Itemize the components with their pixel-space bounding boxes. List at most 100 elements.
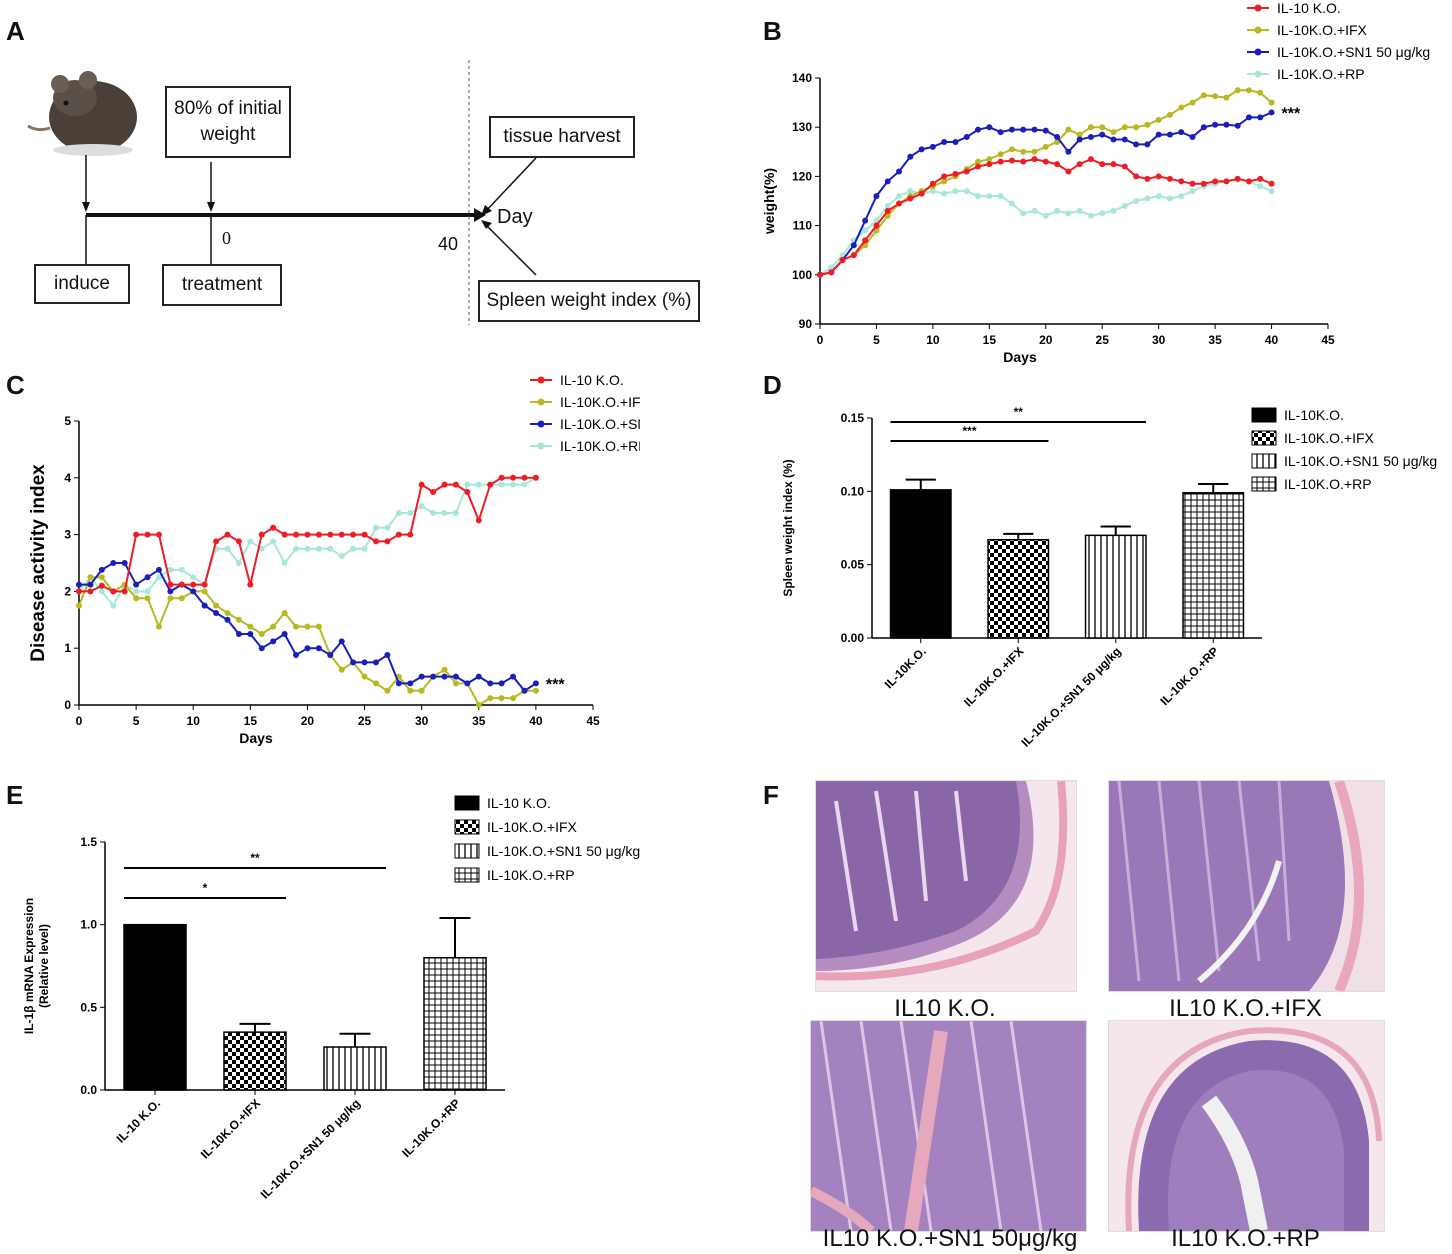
data-point — [247, 631, 254, 637]
data-point — [1099, 131, 1106, 138]
data-point — [407, 687, 414, 694]
legend-marker — [537, 376, 545, 384]
data-point — [1133, 124, 1140, 131]
legend-marker — [1254, 4, 1262, 12]
data-point — [338, 638, 345, 645]
histology-caption-1: IL10 K.O. — [894, 995, 996, 1022]
data-point — [407, 531, 414, 538]
data-point — [907, 188, 914, 195]
legend-swatch — [454, 843, 480, 859]
data-point — [361, 531, 368, 538]
y-tick-label: 90 — [799, 317, 813, 331]
data-point — [464, 489, 471, 495]
data-point — [896, 168, 903, 175]
data-point — [395, 680, 402, 687]
day-forty-label: 40 — [438, 234, 459, 254]
legend-label: IL-10K.O.+SN1 50 μg/kg — [1284, 453, 1437, 469]
data-point — [1054, 134, 1061, 141]
x-tick-label: 40 — [1265, 333, 1279, 347]
data-point — [475, 481, 482, 488]
data-point — [986, 124, 993, 131]
legend-label: IL-10K.O.+SN1 50 μg/kg — [487, 843, 640, 859]
spleen-index-box: Spleen weight index (%) — [478, 280, 700, 322]
data-point — [1189, 134, 1196, 141]
data-point — [178, 581, 185, 588]
legend-label: IL-10K.O.+IFX — [1284, 430, 1375, 446]
data-point — [327, 531, 334, 538]
x-tick-label: 5 — [873, 333, 880, 347]
data-point — [441, 510, 448, 517]
y-tick-label: 5 — [64, 414, 71, 428]
data-point — [1054, 161, 1061, 168]
data-point — [338, 666, 345, 673]
data-point — [98, 582, 105, 589]
data-point — [1155, 193, 1162, 200]
data-point — [293, 545, 300, 552]
data-point — [941, 190, 948, 197]
data-point — [1234, 87, 1241, 94]
bar — [423, 956, 487, 1091]
data-point — [167, 566, 174, 573]
data-point — [87, 581, 94, 588]
x-tick-label: 25 — [358, 714, 372, 728]
data-point — [997, 151, 1004, 158]
x-tick-label: 45 — [586, 714, 600, 728]
data-point — [430, 489, 437, 495]
data-point — [1020, 210, 1027, 217]
data-point — [1087, 212, 1094, 219]
panel-letter-f: F — [763, 780, 779, 810]
data-point — [907, 195, 914, 202]
legend-swatch — [454, 867, 480, 883]
data-point — [1031, 207, 1038, 214]
legend-label: IL-10 K.O. — [560, 372, 624, 388]
data-point — [1212, 178, 1219, 185]
data-point — [155, 566, 162, 573]
chart-e-il1b: 0.00.51.01.5IL-10 K.O. IL-10K.O.+IFXIL-10… — [22, 795, 640, 1202]
data-point — [270, 638, 277, 645]
x-axis-label: Days — [239, 730, 273, 746]
data-point — [1245, 114, 1252, 121]
data-point — [963, 168, 970, 175]
data-point — [498, 474, 505, 481]
data-point — [975, 126, 982, 133]
data-point — [213, 602, 220, 609]
data-point — [1042, 143, 1049, 150]
data-point — [1257, 89, 1264, 96]
data-point — [281, 531, 288, 538]
data-point — [98, 566, 105, 573]
y-tick-label: 100 — [792, 268, 812, 282]
bar — [889, 489, 952, 639]
data-point — [839, 257, 846, 264]
data-point — [1110, 136, 1117, 143]
x-tick-label: 20 — [301, 714, 315, 728]
legend-swatch — [454, 795, 480, 811]
y-axis-label: weight(%) — [762, 168, 777, 235]
data-point — [133, 595, 140, 602]
initial-weight-box: 80% of initial weight — [165, 86, 291, 158]
legend-label: IL-10K.O. — [1284, 407, 1344, 423]
data-point — [247, 538, 254, 545]
data-point — [372, 680, 379, 687]
data-point — [1065, 148, 1072, 155]
data-point — [1212, 121, 1219, 128]
series-line — [78, 476, 537, 608]
data-point — [121, 588, 128, 595]
data-point — [395, 510, 402, 517]
data-point — [1133, 198, 1140, 204]
data-point — [1065, 210, 1072, 217]
data-point — [1121, 124, 1128, 131]
data-point — [384, 524, 391, 531]
y-tick-label: 2 — [64, 584, 71, 598]
data-point — [452, 680, 459, 687]
x-axis-label: Days — [1003, 349, 1037, 365]
y-tick-label: 0 — [64, 698, 71, 712]
data-point — [372, 538, 379, 545]
data-point — [850, 252, 857, 259]
data-point — [155, 623, 162, 630]
y-tick-label: 110 — [793, 219, 813, 233]
data-point — [521, 481, 528, 488]
data-point — [1054, 207, 1061, 214]
data-point — [817, 271, 823, 278]
data-point — [1144, 141, 1151, 148]
legend-label: IL-10 K.O. — [1277, 0, 1341, 16]
